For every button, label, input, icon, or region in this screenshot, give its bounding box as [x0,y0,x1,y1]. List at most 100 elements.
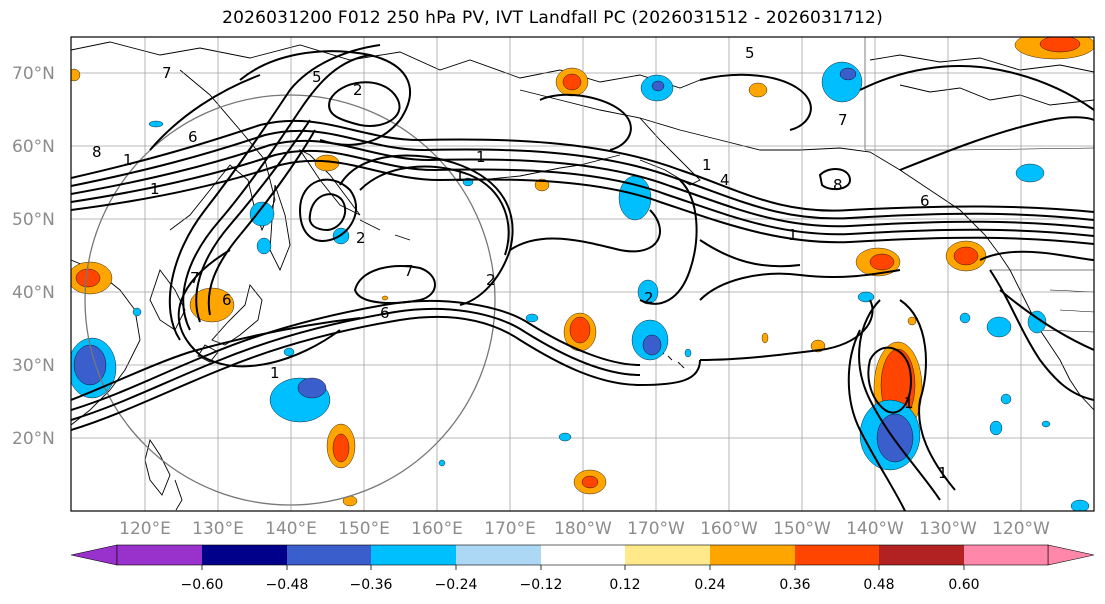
contour-label: 5 [745,44,755,62]
negative-anomaly-patch [1070,499,1090,511]
positive-anomaly-patch [581,475,599,489]
positive-anomaly-patch [71,68,81,82]
positive-anomaly-patch [75,268,101,288]
contour-label: 7 [404,262,414,280]
negative-anomaly-patch [558,432,572,442]
contour-label: 8 [92,143,102,161]
map-background [71,37,1094,511]
colorbar-tick-label: −0.48 [266,577,309,593]
colorbar-tick-label: −0.24 [435,577,478,593]
lat-label: 60°N [12,137,55,157]
colorbar-segment [287,545,371,565]
colorbar-extend-max [1047,544,1095,566]
negative-anomaly-patch [857,291,875,303]
contour-label: 1 [270,364,280,382]
lat-label: 50°N [12,210,55,230]
contour-label: 1 [123,151,133,169]
contour-label: 2 [356,229,366,247]
negative-anomaly-patch [642,334,662,356]
colorbar-segment [625,545,710,565]
lon-label: 120°E [119,519,171,539]
negative-anomaly-patch [986,316,1012,338]
lon-label: 170°W [627,519,685,539]
contour-label: 1 [702,156,712,174]
contour-label: 7 [190,269,200,287]
colorbar-tick-label: −0.60 [181,577,224,593]
contour-label: 6 [188,128,198,146]
contour-label: 1 [788,226,798,244]
lon-label: 130°E [192,519,244,539]
negative-anomaly-patch [132,307,142,317]
contour-label: 1 [904,394,914,412]
colorbar-tick-label: 0.12 [609,577,640,593]
negative-anomaly-patch [989,420,1003,436]
ivt-pc-shading [71,37,1094,511]
positive-anomaly-patch [953,246,979,266]
colorbar-segment [371,545,456,565]
positive-anomaly-patch [569,316,591,344]
contour-label: 8 [833,176,843,194]
colorbar-segment [879,545,964,565]
lon-label: 120°W [992,519,1050,539]
contour-label: 6 [222,291,232,309]
colorbar-outline [116,544,1049,566]
colorbar-segment [456,545,541,565]
positive-anomaly-patch [869,253,895,271]
negative-anomaly-patch [148,120,164,128]
negative-anomaly-patch [959,312,971,324]
contour-label: 7 [838,111,848,129]
positive-anomaly-patch [748,82,768,98]
colorbar-segment [117,545,202,565]
lon-label: 150°W [773,519,831,539]
contour-label: 1 [150,180,160,198]
positive-anomaly-patch [1039,37,1081,53]
colorbar-tick-label: 0.24 [694,577,725,593]
positive-anomaly-patch [381,295,389,301]
contour-label: 2 [353,81,363,99]
contour-label: 1 [938,464,948,482]
lon-label: 140°W [846,519,904,539]
negative-anomaly-patch [525,313,539,323]
contour-label: 6 [380,304,390,322]
colorbar-segment [710,545,795,565]
distance-circle [84,94,496,506]
contour-label: 2 [486,271,496,289]
colorbar-segment [541,545,625,565]
contour-label: 4 [720,171,730,189]
negative-anomaly-patch [1000,393,1012,405]
plot-title: 2026031200 F012 250 hPa PV, IVT Landfall… [222,8,883,28]
lon-label: 160°E [411,519,463,539]
lat-label: 20°N [12,429,55,449]
positive-anomaly-patch [332,433,350,463]
colorbar-extend-min [70,544,118,566]
pv-contours [71,44,1094,511]
negative-anomaly-patch [821,61,863,103]
contour-label: 1 [476,148,486,166]
positive-anomaly-patch [761,332,769,344]
contour-label: 1 [455,167,465,185]
colorbar-tick-label: 0.36 [779,577,810,593]
lon-label: 130°W [919,519,977,539]
contour-labels: 7 2 5 6 1 1 1 2 7 6 1 2 7 6 8 1 1 1 1 7 … [92,44,948,482]
negative-anomaly-patch [1027,310,1047,334]
colorbar-tick-label: 0.60 [948,577,979,593]
negative-anomaly-patch [839,67,857,81]
colorbar-segment [795,545,879,565]
lon-label: 150°E [338,519,390,539]
positive-anomaly-patch [189,287,235,323]
contour-label: 7 [162,64,172,82]
negative-anomaly-patch [256,237,272,255]
lat-label: 40°N [12,283,55,303]
negative-anomaly-patch [438,459,446,467]
map-frame [70,36,1095,512]
colorbar-ticks [201,565,965,570]
colorbar-tick-label: −0.36 [350,577,393,593]
contour-label: 5 [312,68,322,86]
positive-anomaly-patch [907,316,917,326]
negative-anomaly-patch [651,80,665,92]
lon-label: 180°W [554,519,612,539]
longitude-labels: 120°E 130°E 140°E 150°E 160°E 170°E 180°… [119,519,1050,539]
lon-label: 140°E [265,519,317,539]
colorbar-tick-label: −0.12 [520,577,563,593]
